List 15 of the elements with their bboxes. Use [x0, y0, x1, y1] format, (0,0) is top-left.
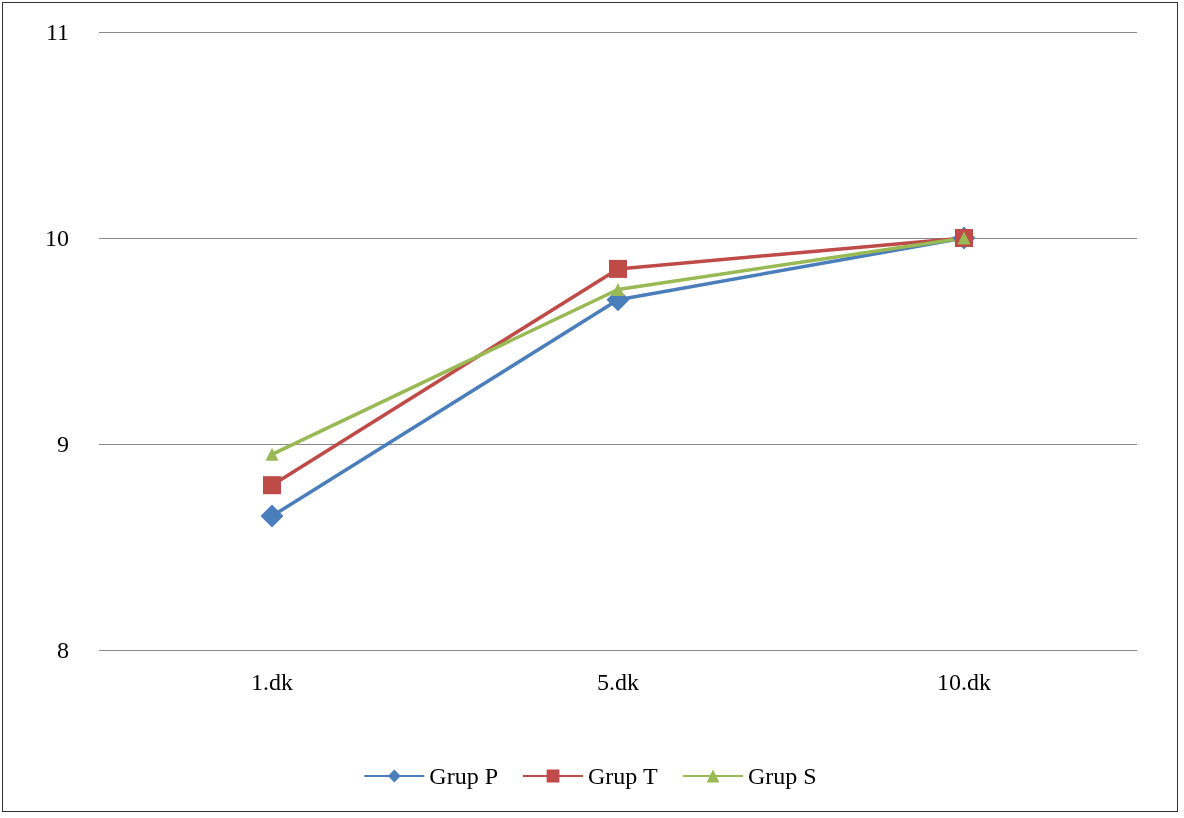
x-tick-label: 5.dk [597, 669, 639, 695]
legend-label: Grup S [747, 763, 817, 789]
point [611, 283, 625, 296]
point [260, 504, 284, 528]
point [609, 259, 627, 278]
x-tick-label: 1.dk [251, 669, 293, 695]
y-tick-label: 11 [45, 19, 69, 45]
y-tick-label: 9 [57, 431, 69, 457]
point [265, 447, 279, 461]
point [263, 476, 281, 495]
legend-label: Grup T [588, 763, 658, 789]
x-tick-label: 10.dk [937, 669, 991, 695]
y-tick-label: 10 [45, 225, 69, 251]
legend-label: Grup P [429, 763, 499, 789]
y-tick-label: 8 [57, 637, 69, 663]
